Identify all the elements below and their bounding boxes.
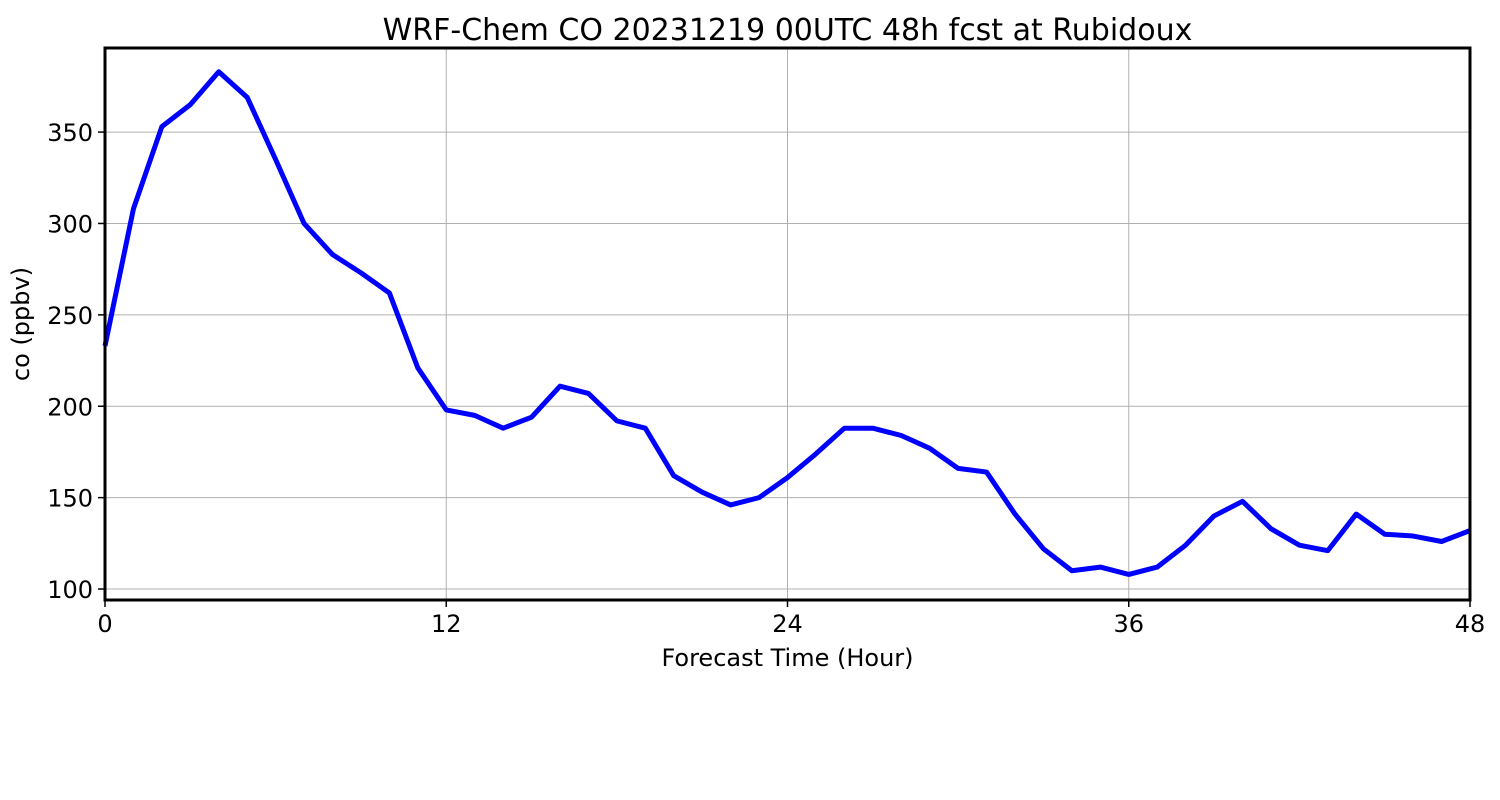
x-axis-title: Forecast Time (Hour) <box>661 644 913 672</box>
y-axis-title: co (ppbv) <box>7 267 35 381</box>
x-tick-label: 0 <box>97 610 112 638</box>
y-tick-label: 150 <box>47 485 93 513</box>
x-tick-label: 36 <box>1113 610 1144 638</box>
y-tick-label: 350 <box>47 119 93 147</box>
y-tick-label: 100 <box>47 576 93 604</box>
x-tick-label: 12 <box>431 610 462 638</box>
y-tick-label: 250 <box>47 302 93 330</box>
grid-lines <box>104 48 1471 600</box>
series-line <box>102 69 1471 577</box>
y-tick-label: 300 <box>47 210 93 238</box>
y-tick-label: 200 <box>47 393 93 421</box>
x-tick-label: 24 <box>772 610 803 638</box>
axis-ticks: 0 12 24 36 48 100 150 200 250 300 350 <box>47 119 1485 638</box>
x-tick-label: 48 <box>1455 610 1486 638</box>
chart-title: WRF-Chem CO 20231219 00UTC 48h fcst at R… <box>383 13 1193 48</box>
